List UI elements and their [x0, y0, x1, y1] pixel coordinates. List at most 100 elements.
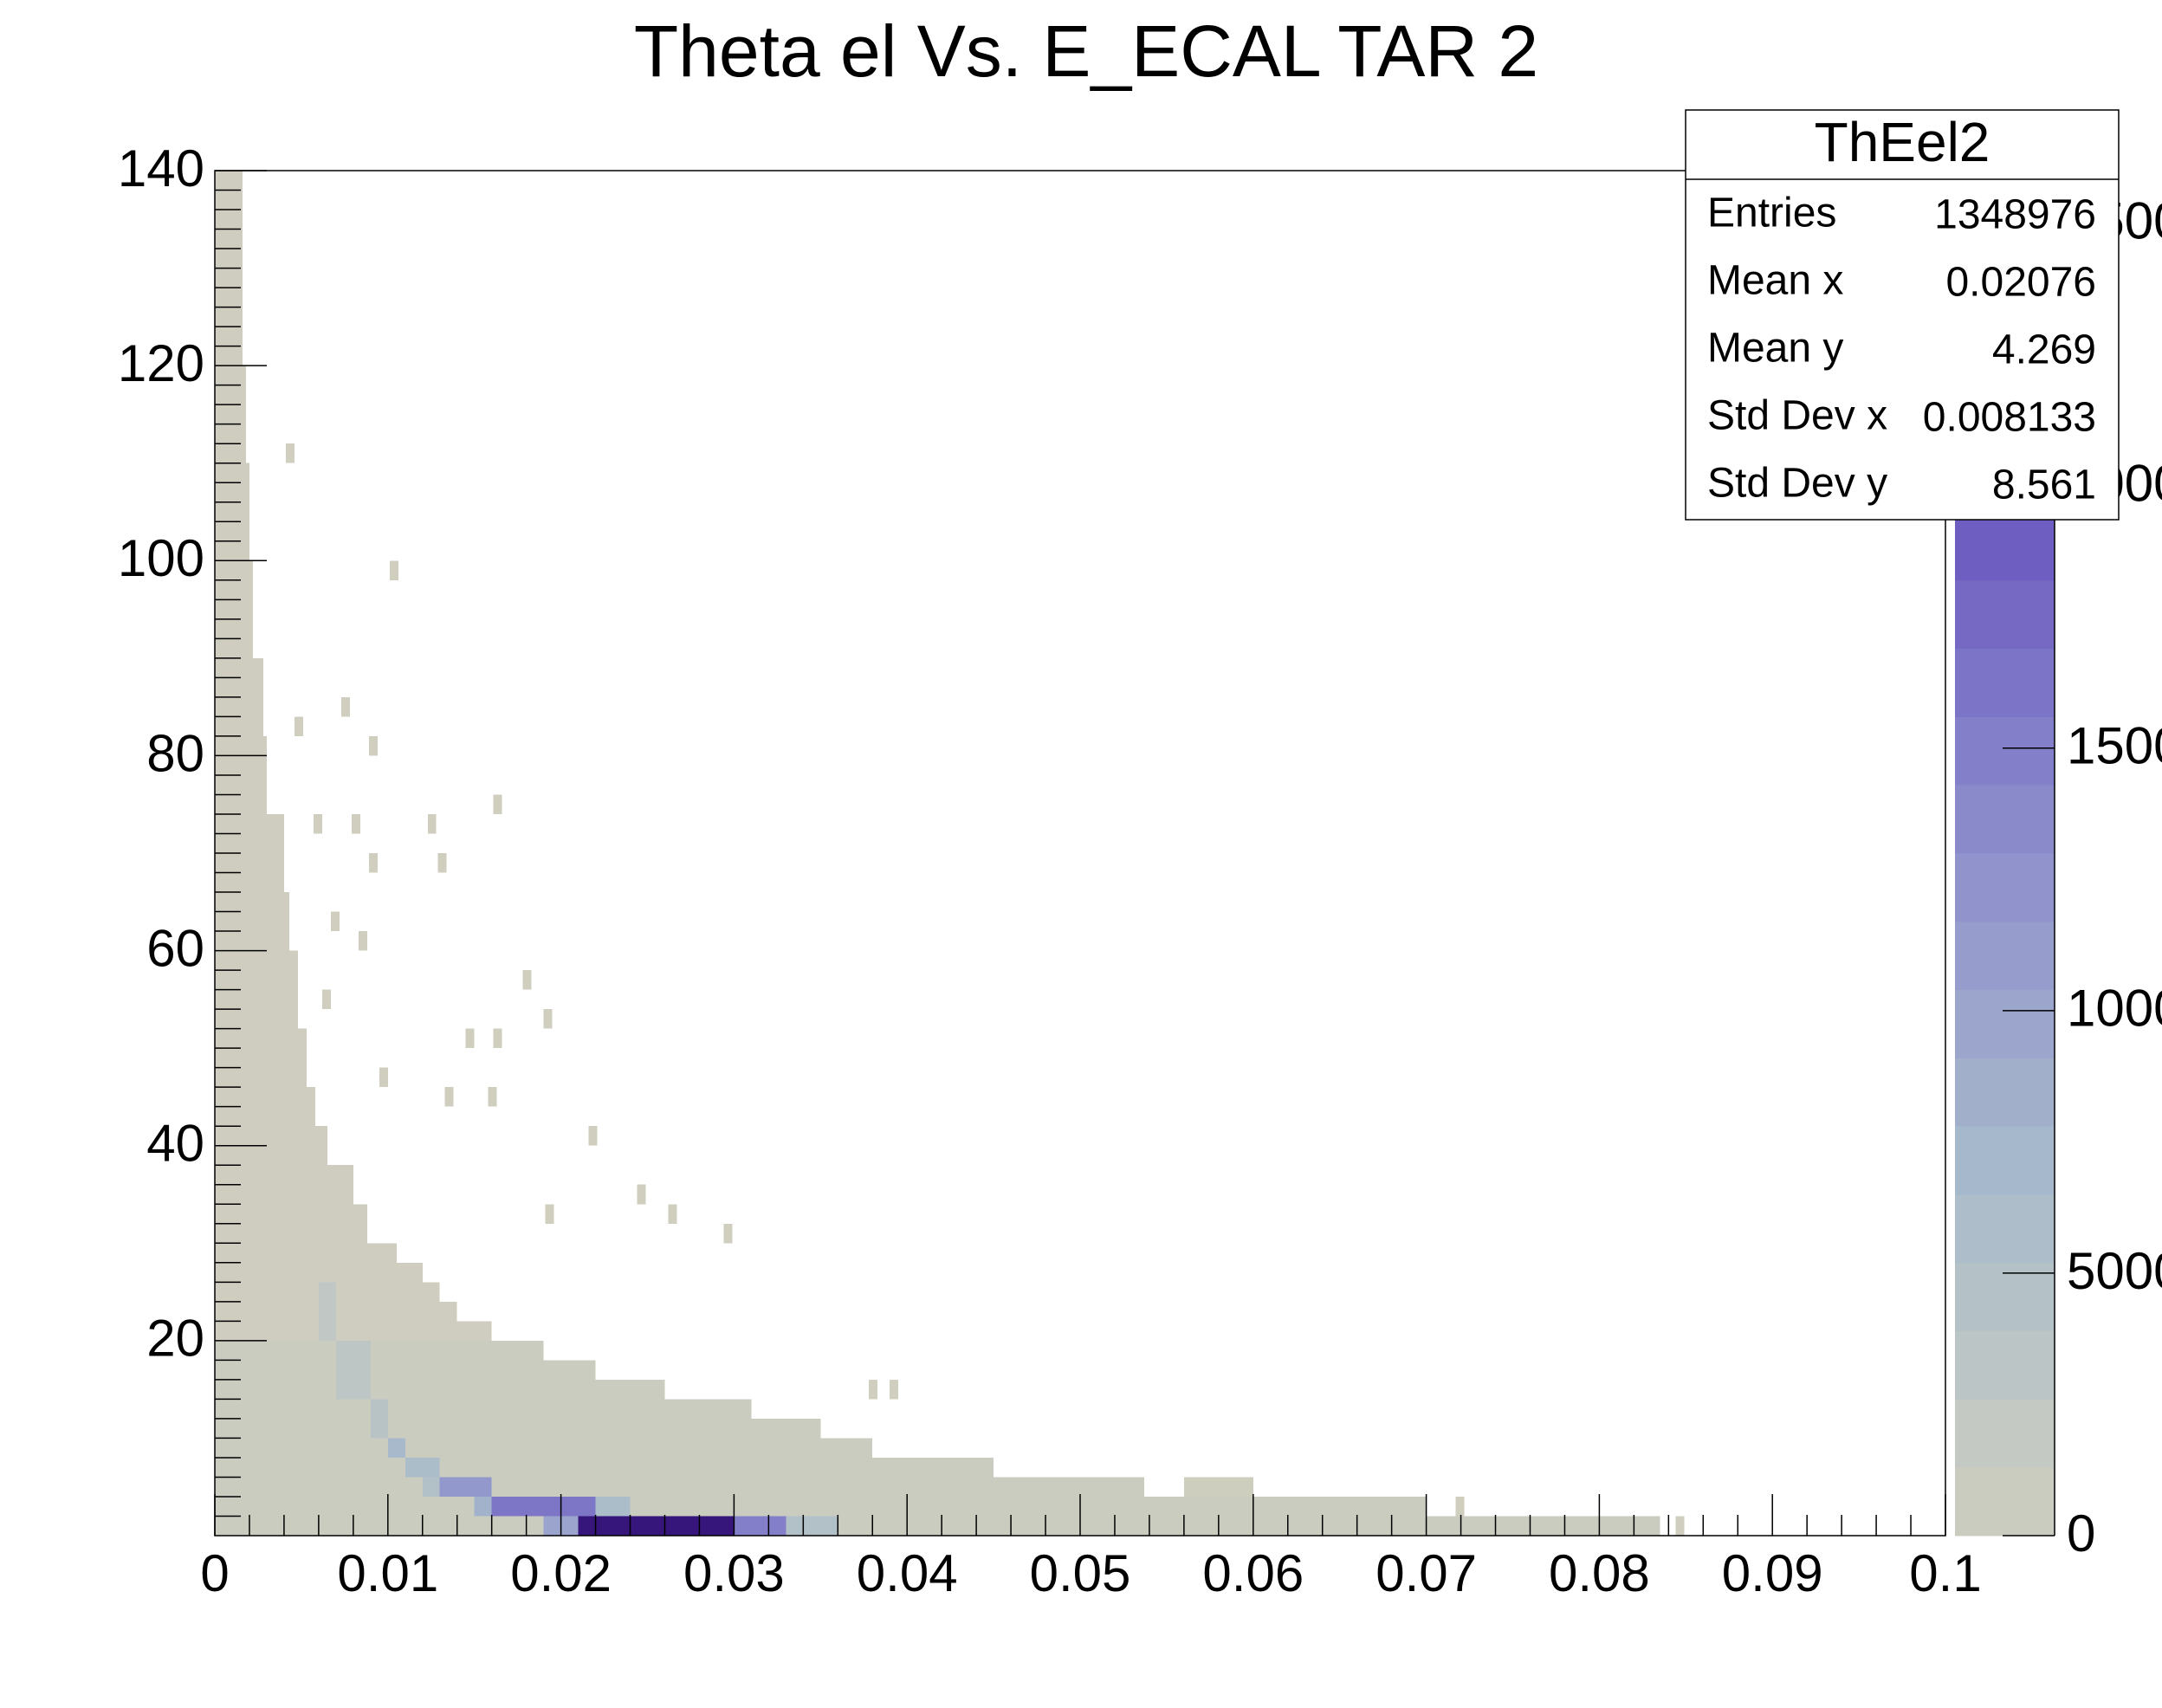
cell: [215, 1516, 1660, 1536]
cell: [215, 1243, 397, 1263]
y-tick-label: 20: [146, 1310, 204, 1368]
colorbar-band: [1955, 989, 2055, 1058]
stats-value: 4.269: [1992, 327, 2096, 373]
cell: [313, 813, 322, 834]
colorbar-band: [1955, 1194, 2055, 1264]
cell: [439, 1477, 492, 1497]
cell: [215, 366, 246, 463]
cell: [474, 1496, 492, 1517]
cell: [285, 443, 295, 463]
cell: [488, 1087, 497, 1107]
stats-label: Mean x: [1707, 258, 1843, 304]
colorbar-band: [1955, 1262, 2055, 1332]
colorbar-band: [1955, 1126, 2055, 1195]
cell: [215, 892, 289, 951]
cell: [215, 1262, 423, 1283]
cell: [294, 716, 303, 736]
y-tick-label: 60: [146, 919, 204, 977]
cell: [1455, 1496, 1465, 1517]
x-tick-label: 0.05: [1030, 1544, 1131, 1602]
cell: [215, 1477, 1144, 1497]
colorbar-band: [1955, 1467, 2055, 1537]
cell: [215, 463, 249, 561]
cell: [493, 794, 502, 814]
colorbar-tick-label: 10000: [2067, 980, 2162, 1038]
colorbar-tick-label: 5000: [2067, 1242, 2162, 1300]
cell: [335, 1340, 371, 1400]
cell: [637, 1184, 646, 1205]
x-tick-label: 0.06: [1202, 1544, 1304, 1602]
cell: [588, 1126, 598, 1146]
y-tick-label: 80: [146, 724, 204, 782]
cell: [368, 735, 378, 756]
colorbar-band: [1955, 853, 2055, 922]
stats-title: ThEel2: [1815, 111, 1990, 173]
cell: [437, 853, 447, 873]
cell: [595, 1496, 631, 1517]
cell: [330, 911, 340, 932]
x-tick-label: 0.09: [1722, 1544, 1823, 1602]
cell: [522, 970, 532, 990]
cell: [215, 1399, 752, 1419]
cell: [543, 1009, 553, 1029]
y-tick-label: 40: [146, 1115, 204, 1173]
cell: [340, 696, 350, 717]
cell: [215, 560, 253, 658]
cell: [578, 1516, 735, 1536]
cell: [370, 1399, 388, 1439]
stats-label: Entries: [1707, 191, 1836, 236]
stats-value: 0.02076: [1945, 260, 2096, 306]
stats-label: Std Dev x: [1707, 393, 1887, 439]
stats-label: Mean y: [1707, 326, 1843, 372]
cell: [668, 1204, 677, 1224]
cell: [368, 853, 378, 873]
cell: [351, 813, 360, 834]
colorbar-band: [1955, 1399, 2055, 1468]
cell: [215, 1340, 544, 1361]
cell: [786, 1516, 838, 1536]
cell: [890, 1379, 899, 1400]
cell: [444, 1087, 454, 1107]
cell: [405, 1457, 440, 1478]
cell: [545, 1204, 554, 1224]
stats-label: Std Dev y: [1707, 461, 1887, 507]
cell: [318, 1282, 336, 1341]
colorbar-tick-label: 0: [2067, 1504, 2095, 1562]
cell: [215, 1438, 873, 1458]
colorbar-band: [1955, 1330, 2055, 1400]
colorbar-band: [1955, 512, 2055, 581]
stats-box: [1685, 109, 2120, 521]
cell: [358, 931, 367, 951]
cell: [427, 813, 437, 834]
cell: [734, 1516, 786, 1536]
x-tick-label: 0.01: [337, 1544, 438, 1602]
cell: [723, 1223, 733, 1244]
cell: [215, 1379, 665, 1400]
cell: [465, 1028, 475, 1049]
x-tick-label: 0.08: [1549, 1544, 1650, 1602]
cell: [1183, 1477, 1253, 1497]
cell: [215, 1321, 492, 1341]
colorbar-band: [1955, 579, 2055, 650]
cell: [215, 1360, 596, 1380]
cell: [491, 1496, 596, 1517]
x-tick-label: 0.04: [857, 1544, 958, 1602]
cell: [493, 1028, 502, 1049]
colorbar-band: [1955, 1058, 2055, 1127]
stats-value: 8.561: [1992, 463, 2096, 508]
x-tick-label: 0.02: [510, 1544, 612, 1602]
cell: [1675, 1516, 1685, 1536]
x-tick-label: 0.07: [1376, 1544, 1477, 1602]
chart-title: Theta el Vs. E_ECAL TAR 2: [634, 10, 1538, 92]
cell: [387, 1438, 405, 1458]
x-tick-label: 0.03: [683, 1544, 785, 1602]
stats-value: 0.008133: [1923, 395, 2096, 441]
cell: [321, 989, 331, 1010]
colorbar-band: [1955, 921, 2055, 991]
colorbar-tick-label: 15000: [2067, 717, 2162, 775]
x-tick-label: 0.1: [1909, 1544, 1981, 1602]
cell: [869, 1379, 878, 1400]
cell: [389, 560, 398, 580]
